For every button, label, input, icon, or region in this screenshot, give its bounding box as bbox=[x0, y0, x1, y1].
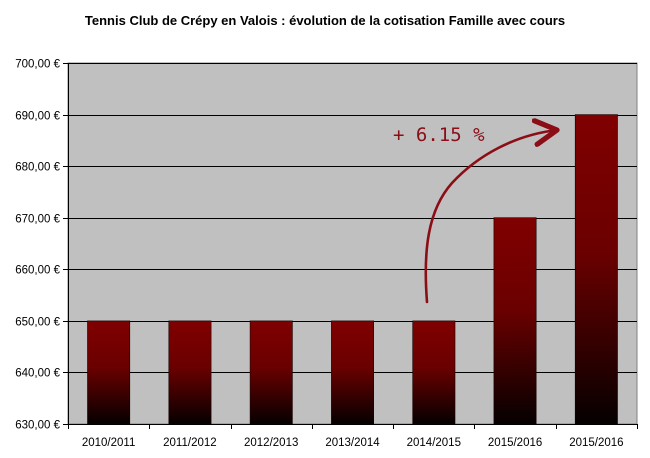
annotation-label: + 6.15 % bbox=[393, 124, 485, 146]
trend-arrow bbox=[424, 130, 557, 304]
y-tick-label: 680,00 € bbox=[15, 162, 60, 174]
y-tick-label: 650,00 € bbox=[15, 317, 60, 329]
x-tick-label: 2013/2014 bbox=[325, 437, 380, 449]
bar bbox=[493, 217, 537, 425]
bar bbox=[249, 320, 293, 425]
bar bbox=[168, 320, 212, 425]
x-tick-label: 2010/2011 bbox=[82, 437, 136, 449]
bar bbox=[574, 114, 618, 425]
x-tick-label: 2015/2016 bbox=[569, 437, 623, 449]
x-tick-label: 2015/2016 bbox=[488, 437, 542, 449]
chart-title: Tennis Club de Crépy en Valois : évoluti… bbox=[84, 13, 566, 28]
x-tick-label: 2011/2012 bbox=[163, 437, 217, 449]
bar bbox=[331, 320, 374, 425]
x-tick-label: 2014/2015 bbox=[407, 437, 461, 449]
y-tick-label: 690,00 € bbox=[15, 111, 60, 123]
y-tick-label: 700,00 € bbox=[15, 59, 60, 71]
y-tick-label: 630,00 € bbox=[15, 420, 60, 432]
bar bbox=[87, 320, 131, 425]
y-tick-label: 660,00 € bbox=[15, 265, 60, 277]
y-tick-label: 670,00 € bbox=[15, 214, 60, 226]
x-tick-label: 2012/2013 bbox=[244, 437, 298, 449]
y-tick-label: 640,00 € bbox=[15, 368, 60, 380]
bar bbox=[412, 320, 456, 425]
